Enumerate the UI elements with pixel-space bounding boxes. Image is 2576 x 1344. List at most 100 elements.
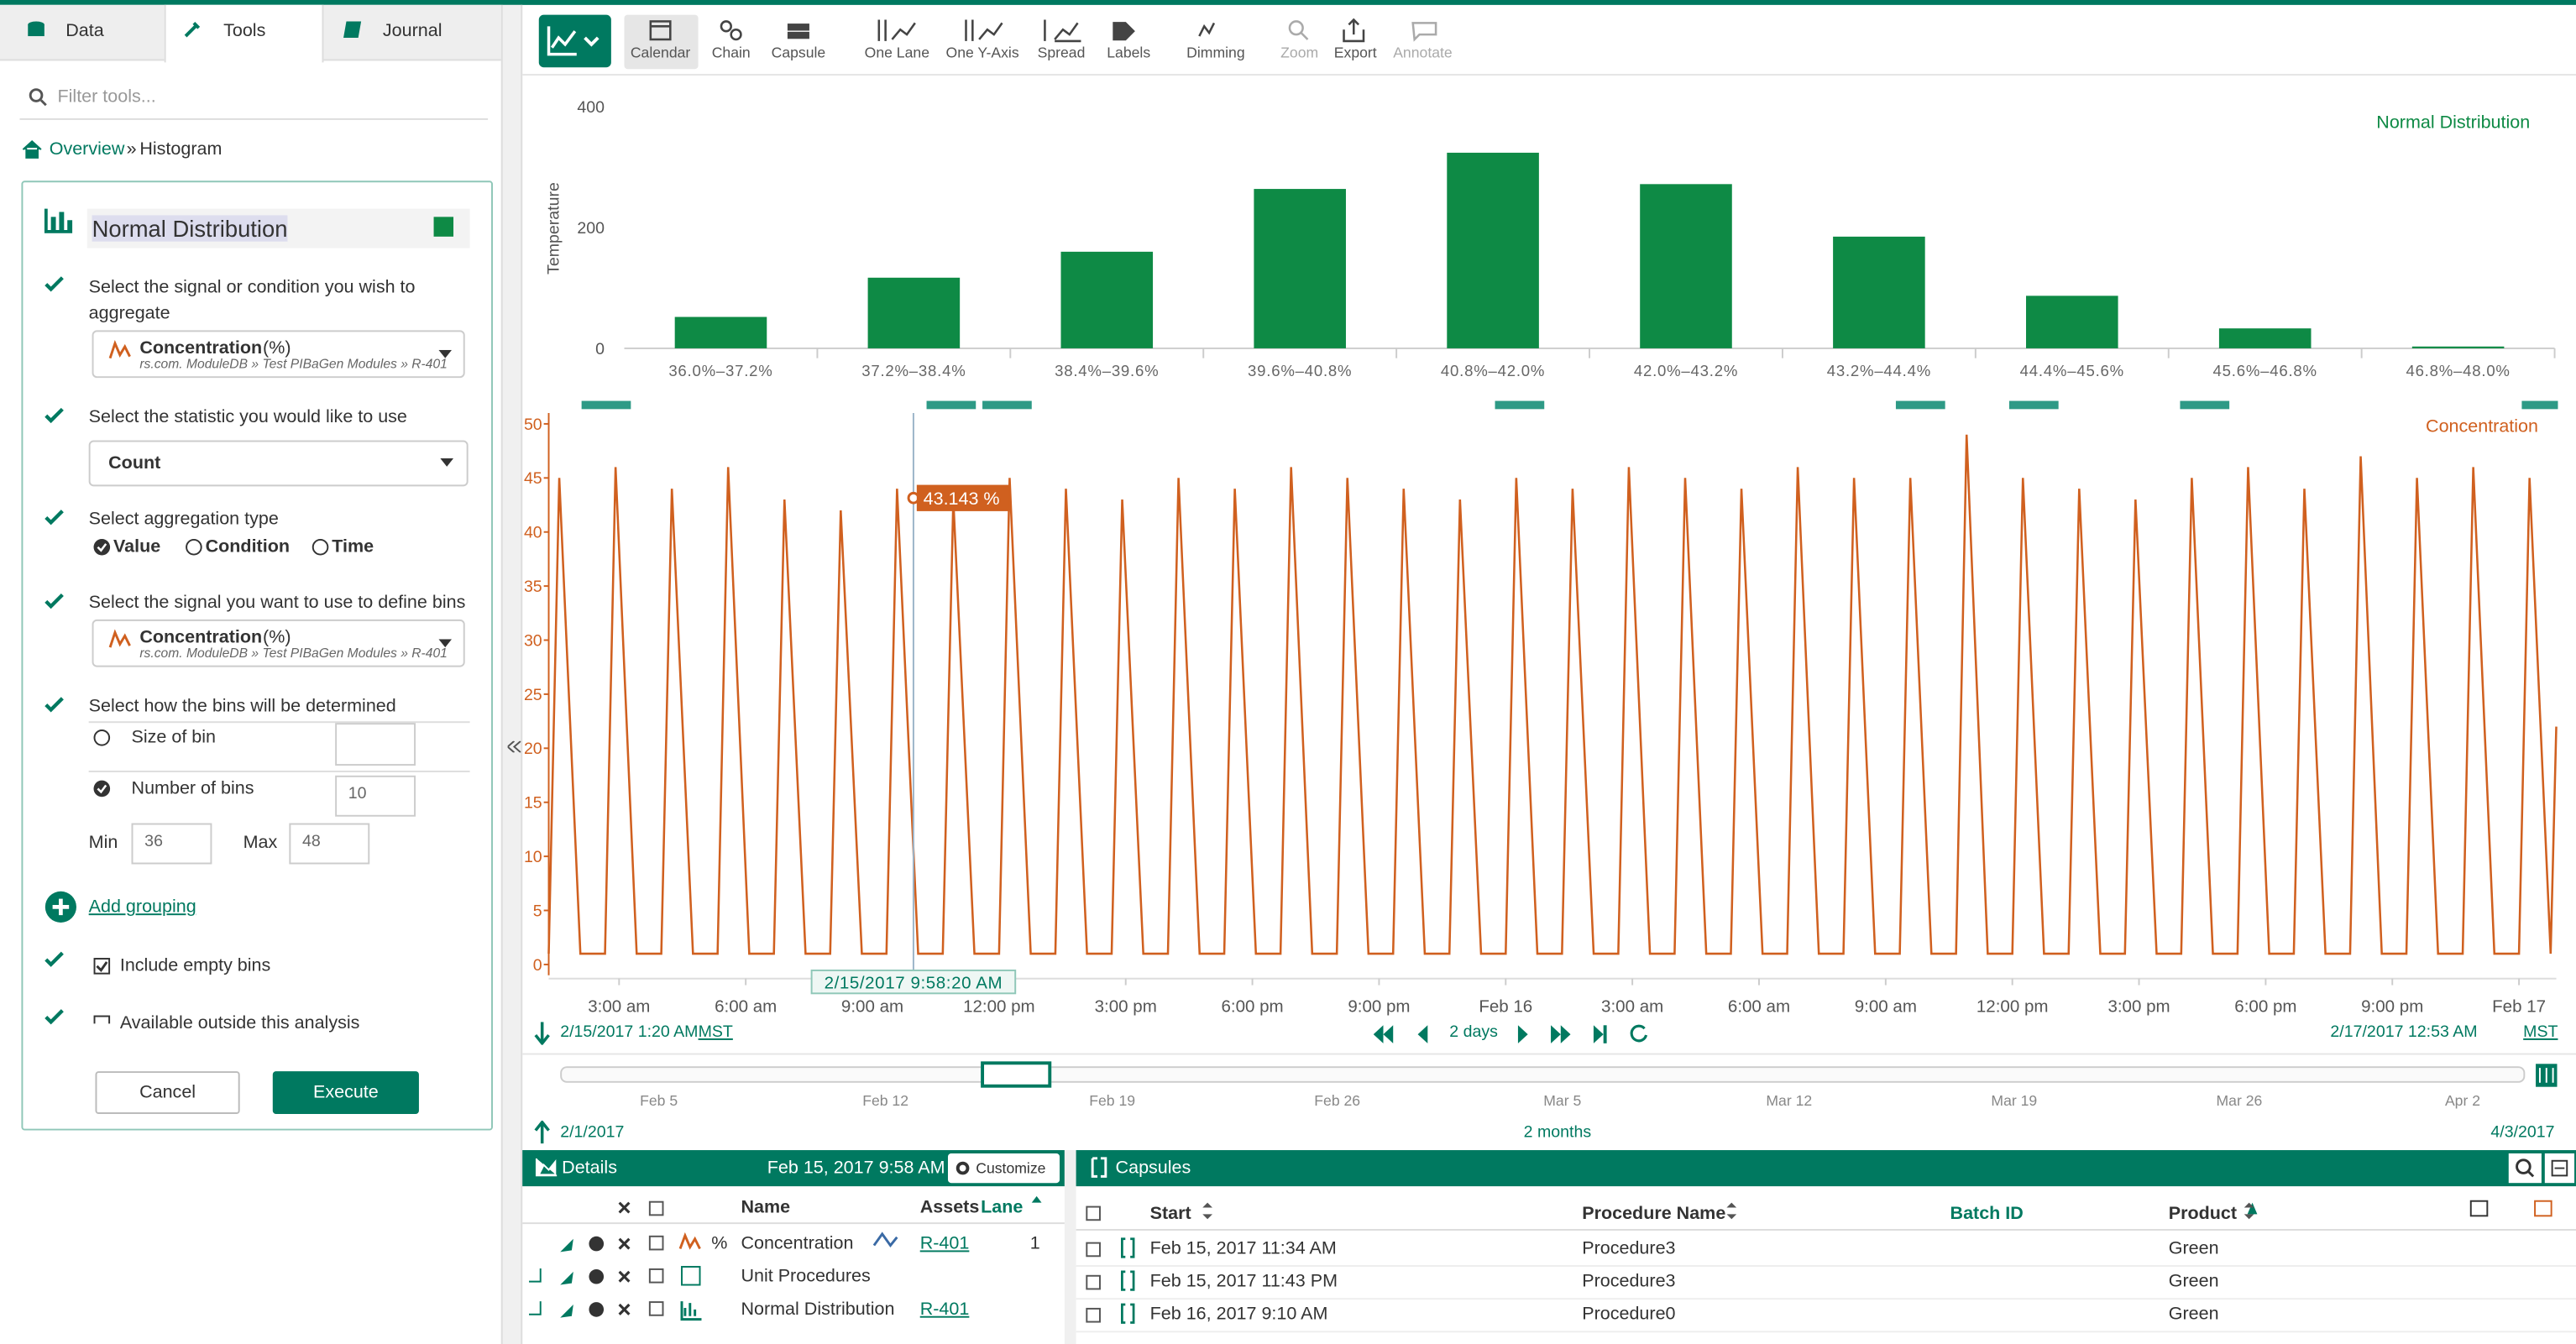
size-of-bin-label[interactable]: Size of bin [132, 726, 217, 749]
checkboxes[interactable] [94, 958, 113, 1023]
range-start-tz[interactable]: MST [699, 1022, 733, 1044]
bar [1833, 237, 1925, 348]
range-duration[interactable]: 2 days [1449, 1022, 1498, 1044]
toolbar-button[interactable]: Labels [1107, 44, 1150, 61]
number-of-bins-input[interactable]: 10 [335, 776, 416, 817]
toolbar-button[interactable]: Capsule [772, 44, 826, 61]
min-input[interactable]: 36 [132, 824, 212, 865]
arrow-down[interactable] [534, 1022, 551, 1044]
bar [868, 278, 961, 348]
overview-icon[interactable] [2535, 1063, 2558, 1087]
tab-journal[interactable]: Journal [383, 19, 442, 42]
y-tick-label: 15 [524, 794, 542, 813]
x-tick-label: 44.4%–45.6% [2020, 362, 2124, 379]
toolbar-button[interactable]: Dimming [1186, 44, 1244, 61]
include-empty-label[interactable]: Include empty bins [120, 954, 270, 977]
tools-icon [182, 19, 202, 39]
breadcrumb-link[interactable]: Overview [50, 138, 125, 160]
radio-condition[interactable]: Condition [206, 536, 290, 558]
toolbar-button[interactable]: Spread [1038, 44, 1086, 61]
bar [1060, 252, 1153, 348]
toolbar-button[interactable]: One Y-Axis [945, 44, 1018, 61]
y-tick-label: 50 [524, 416, 542, 434]
bar [675, 317, 767, 348]
bar [1447, 153, 1539, 348]
column-procedure[interactable]: Procedure Name [1582, 1203, 1725, 1226]
overview-handle[interactable] [981, 1061, 1051, 1087]
tool-name-input[interactable]: Normal Distribution [92, 215, 288, 241]
overview-track[interactable] [560, 1066, 2525, 1083]
toolbar-button[interactable]: Export [1334, 44, 1377, 61]
customize-label[interactable]: Customize [976, 1157, 1045, 1179]
y-tick-label: 0 [595, 340, 605, 358]
toolbar-button[interactable]: Calendar [631, 44, 690, 61]
execute-button[interactable]: Execute [273, 1071, 419, 1114]
row-name: Unit Procedures [741, 1265, 870, 1288]
breadcrumb-current: Histogram [139, 138, 222, 160]
add-grouping-link[interactable]: Add grouping [89, 896, 196, 918]
x-tick-label: 42.0%–43.2% [1634, 362, 1738, 379]
size-of-bin-input[interactable] [335, 723, 416, 766]
cancel-button[interactable]: Cancel [95, 1071, 239, 1114]
column-batch[interactable]: Batch ID [1950, 1203, 2024, 1226]
toolbar-button[interactable]: Chain [712, 44, 751, 61]
toolbar-button[interactable]: One Lane [865, 44, 929, 61]
column-product[interactable]: Product [2169, 1203, 2237, 1226]
radio-value[interactable]: Value [113, 536, 160, 558]
y-tick-label: 25 [524, 686, 542, 704]
max-input[interactable]: 48 [289, 824, 369, 865]
radio-time[interactable]: Time [332, 536, 374, 558]
y-axis-label: Temperature [544, 182, 563, 275]
row-name: Concentration [741, 1232, 853, 1255]
row-asset[interactable]: R-401 [920, 1298, 970, 1320]
data-icon [26, 19, 45, 39]
row-divider [1076, 1265, 2576, 1267]
overview-date: Feb 5 [640, 1090, 678, 1112]
y-tick-label: 400 [577, 98, 605, 117]
series-label: Concentration [2426, 416, 2538, 437]
step-checks [43, 275, 65, 1030]
arrow-up[interactable] [534, 1121, 551, 1143]
capsule-start: Feb 16, 2017 9:10 AM [1150, 1303, 1328, 1326]
caret [438, 350, 452, 358]
column-assets[interactable]: Assets [920, 1196, 980, 1219]
signal-path: rs.com. ModuleDB » Test PIBaGen Modules … [139, 646, 448, 662]
x-tick-label: 36.0%–37.2% [668, 362, 772, 379]
y-tick-label: 30 [524, 631, 542, 650]
filter-input[interactable]: Filter tools... [57, 86, 155, 108]
x-tick-label: 40.8%–42.0% [1441, 362, 1545, 379]
x-tick-label: 6:00 am [715, 997, 777, 1017]
color-swatch[interactable] [434, 217, 453, 236]
range-start[interactable]: 2/15/2017 1:20 AM [560, 1022, 698, 1044]
toolbar-button[interactable]: Annotate [1393, 44, 1452, 61]
divider [19, 118, 488, 120]
tab-tools[interactable]: Tools [223, 19, 265, 42]
splitter[interactable] [1065, 1150, 1076, 1344]
x-tick-label: 9:00 am [1855, 997, 1917, 1017]
x-tick-label: 6:00 am [1728, 997, 1790, 1017]
max-label: Max [243, 831, 278, 854]
column-name[interactable]: Name [741, 1196, 790, 1219]
splitter[interactable] [501, 5, 522, 1344]
available-outside-label[interactable]: Available outside this analysis [120, 1012, 360, 1035]
overview-start[interactable]: 2/1/2017 [560, 1122, 624, 1145]
overview-date: Feb 12 [862, 1090, 908, 1112]
tab-data[interactable]: Data [65, 19, 103, 42]
overview-date: Mar 19 [1991, 1090, 2037, 1112]
x-tick-label: 46.8%–48.0% [2406, 362, 2510, 379]
step-label: Select aggregation type [89, 508, 279, 531]
range-end[interactable]: 2/17/2017 12:53 AM [2330, 1022, 2477, 1044]
range-end-tz[interactable]: MST [2523, 1022, 2558, 1044]
overview-date: Apr 2 [2445, 1090, 2480, 1112]
row-asset[interactable]: R-401 [920, 1232, 970, 1255]
overview-end[interactable]: 4/3/2017 [2490, 1122, 2554, 1145]
column-start[interactable]: Start [1150, 1203, 1191, 1226]
collapse-icon[interactable] [508, 741, 521, 753]
overview-span: 2 months [1524, 1122, 1591, 1145]
range-controls[interactable] [1374, 1023, 1653, 1044]
tools-panel: Data Tools Journal Filter tools... Overv… [0, 5, 501, 1344]
number-of-bins-label[interactable]: Number of bins [132, 777, 254, 800]
toolbar-button[interactable]: Zoom [1280, 44, 1318, 61]
breadcrumb-separator: » [127, 138, 137, 160]
column-lane[interactable]: Lane [981, 1196, 1023, 1219]
